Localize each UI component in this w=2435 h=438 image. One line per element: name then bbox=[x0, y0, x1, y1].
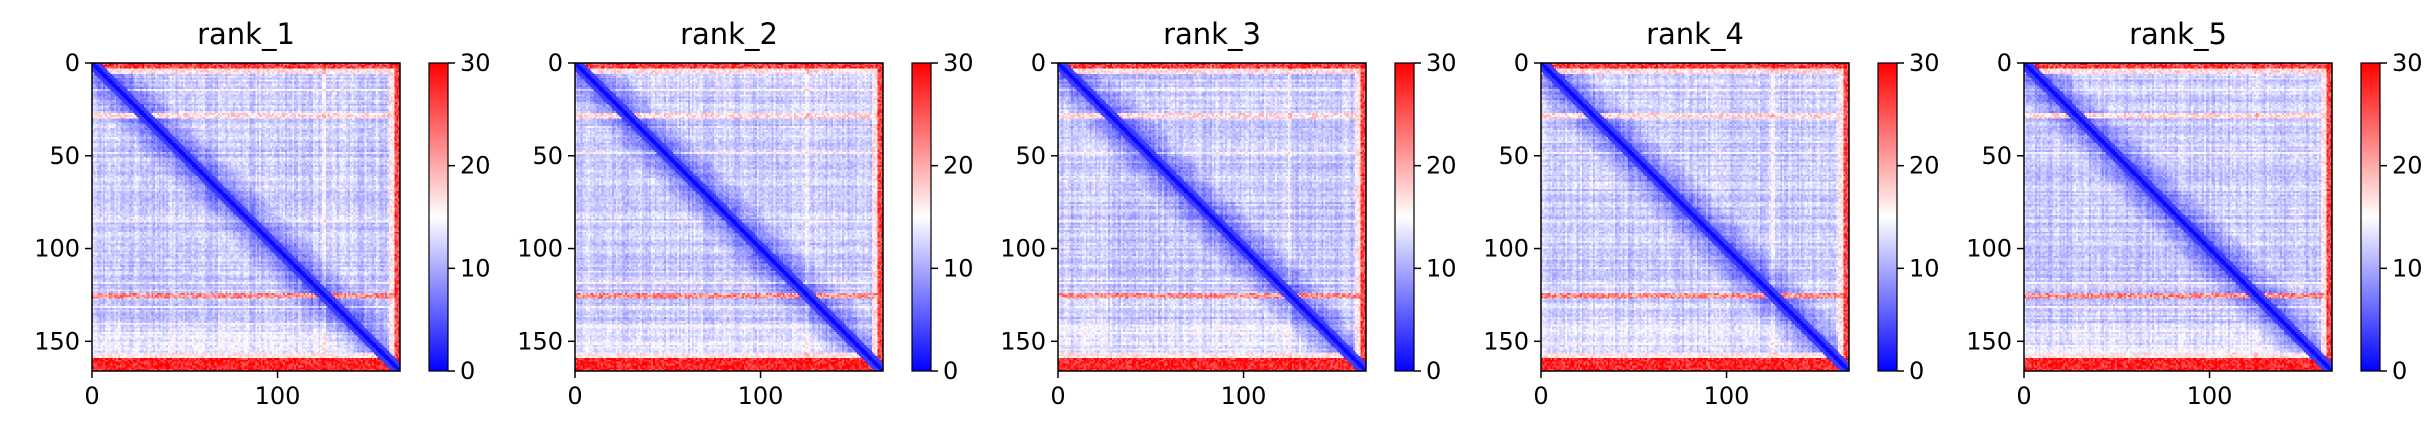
colorbar-tick-label: 0 bbox=[1426, 357, 1441, 385]
heatmap-image bbox=[575, 63, 883, 371]
y-tick-label: 100 bbox=[1000, 235, 1046, 263]
colorbar-tick-label: 20 bbox=[1426, 152, 1457, 180]
y-tick-label: 0 bbox=[1997, 49, 2012, 77]
x-tick-label: 100 bbox=[1704, 382, 1750, 410]
colorbar-tick-label: 20 bbox=[2392, 152, 2423, 180]
colorbar-tick-label: 30 bbox=[2392, 49, 2423, 77]
colorbar-gradient bbox=[1394, 62, 1415, 372]
plot-frame bbox=[1540, 62, 1850, 372]
heatmap-image bbox=[92, 63, 400, 371]
colorbar-tick-label: 10 bbox=[460, 254, 491, 282]
colorbar-gradient bbox=[1877, 62, 1898, 372]
plot-frame bbox=[91, 62, 401, 372]
colorbar-tick-label: 10 bbox=[1909, 254, 1940, 282]
y-tick-label: 0 bbox=[548, 49, 563, 77]
y-tick-label: 0 bbox=[1514, 49, 1529, 77]
colorbar-tick-label: 0 bbox=[2392, 357, 2407, 385]
x-tick-label: 0 bbox=[84, 382, 99, 410]
y-tick-label: 50 bbox=[1981, 142, 2012, 170]
panel-title: rank_5 bbox=[2129, 17, 2227, 51]
x-tick-label: 0 bbox=[567, 382, 582, 410]
colorbar-gradient bbox=[428, 62, 449, 372]
colorbar-tick-label: 30 bbox=[460, 49, 491, 77]
x-tick-label: 100 bbox=[738, 382, 784, 410]
x-tick-label: 100 bbox=[255, 382, 301, 410]
colorbar: 0 10 20 30 bbox=[428, 49, 491, 385]
y-tick-label: 50 bbox=[532, 142, 563, 170]
plot-frame bbox=[1057, 62, 1367, 372]
colorbar: 0 10 20 30 bbox=[1877, 49, 1940, 385]
colorbar-gradient bbox=[2360, 62, 2381, 372]
panel-title: rank_2 bbox=[680, 17, 778, 51]
x-tick-label: 100 bbox=[2187, 382, 2233, 410]
colorbar-gradient bbox=[911, 62, 932, 372]
plot-frame bbox=[574, 62, 884, 372]
colorbar-tick-label: 0 bbox=[1909, 357, 1924, 385]
colorbar-tick-label: 20 bbox=[460, 152, 491, 180]
y-tick-label: 150 bbox=[1966, 327, 2012, 355]
colorbar-tick-label: 10 bbox=[943, 254, 974, 282]
colorbar: 0 10 20 30 bbox=[911, 49, 974, 385]
colorbar-tick-label: 30 bbox=[1426, 49, 1457, 77]
colorbar-tick-label: 0 bbox=[943, 357, 958, 385]
panel-title: rank_1 bbox=[197, 17, 295, 51]
y-tick-label: 50 bbox=[49, 142, 80, 170]
y-tick-label: 100 bbox=[517, 235, 563, 263]
plot-frame bbox=[2023, 62, 2333, 372]
colorbar: 0 10 20 30 bbox=[2360, 49, 2423, 385]
colorbar-tick-label: 30 bbox=[1909, 49, 1940, 77]
heatmap-image bbox=[1058, 63, 1366, 371]
colorbar-tick-label: 20 bbox=[943, 152, 974, 180]
colorbar-tick-label: 0 bbox=[460, 357, 475, 385]
heatmap-image bbox=[1541, 63, 1849, 371]
y-tick-label: 150 bbox=[1000, 327, 1046, 355]
y-tick-label: 0 bbox=[65, 49, 80, 77]
x-tick-label: 0 bbox=[2016, 382, 2031, 410]
y-tick-label: 100 bbox=[34, 235, 80, 263]
colorbar-tick-label: 20 bbox=[1909, 152, 1940, 180]
panel-title: rank_4 bbox=[1646, 17, 1744, 51]
y-tick-label: 100 bbox=[1966, 235, 2012, 263]
y-tick-label: 50 bbox=[1498, 142, 1529, 170]
colorbar-tick-label: 10 bbox=[2392, 254, 2423, 282]
colorbar-tick-label: 10 bbox=[1426, 254, 1457, 282]
panel-title: rank_3 bbox=[1163, 17, 1261, 51]
heatmap-image bbox=[2024, 63, 2332, 371]
y-tick-label: 0 bbox=[1031, 49, 1046, 77]
y-tick-label: 150 bbox=[1483, 327, 1529, 355]
x-tick-label: 100 bbox=[1221, 382, 1267, 410]
y-tick-label: 50 bbox=[1015, 142, 1046, 170]
y-tick-label: 100 bbox=[1483, 235, 1529, 263]
y-tick-label: 150 bbox=[34, 327, 80, 355]
y-tick-label: 150 bbox=[517, 327, 563, 355]
colorbar-tick-label: 30 bbox=[943, 49, 974, 77]
colorbar: 0 10 20 30 bbox=[1394, 49, 1457, 385]
x-tick-label: 0 bbox=[1533, 382, 1548, 410]
x-tick-label: 0 bbox=[1050, 382, 1065, 410]
